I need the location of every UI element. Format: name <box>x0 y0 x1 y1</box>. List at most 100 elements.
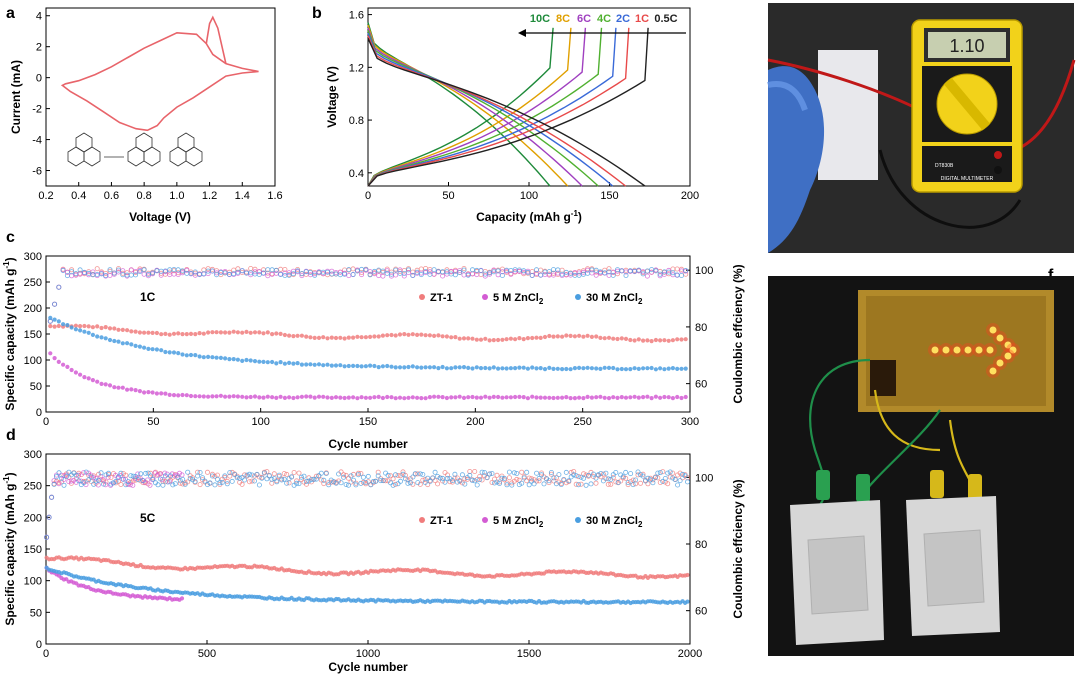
efficiency-point <box>506 469 512 475</box>
capacity-point <box>397 395 403 400</box>
capacity-point <box>99 325 104 331</box>
efficiency-point <box>81 470 87 476</box>
efficiency-point <box>212 482 218 488</box>
capacity-point <box>52 317 57 322</box>
capacity-point <box>397 332 403 337</box>
efficiency-point <box>195 469 201 475</box>
y2-tick-label: 80 <box>695 539 707 551</box>
efficiency-point <box>145 271 151 277</box>
capacity-point <box>133 343 138 348</box>
efficiency-point <box>573 473 579 479</box>
panel-b-ylabel: Voltage (V) <box>325 66 339 128</box>
capacity-point <box>427 333 432 338</box>
capacity-point <box>538 335 543 340</box>
efficiency-point <box>541 481 547 487</box>
efficiency-point <box>559 271 565 277</box>
efficiency-point <box>380 478 386 484</box>
rate-legend-label: 10C <box>530 13 550 25</box>
y-tick-label: 1.6 <box>349 10 364 22</box>
capacity-point <box>129 387 134 392</box>
efficiency-point <box>482 470 488 476</box>
efficiency-point <box>620 474 626 480</box>
capacity-point <box>270 332 275 337</box>
capacity-point <box>95 334 100 339</box>
efficiency-point <box>534 267 540 273</box>
efficiency-point <box>284 471 290 477</box>
capacity-point <box>410 332 415 337</box>
panel-a-ylabel: Current (mA) <box>9 60 23 134</box>
capacity-point <box>291 361 296 366</box>
capacity-point <box>227 357 232 362</box>
capacity-point <box>240 394 245 399</box>
capacity-point <box>78 328 83 333</box>
capacity-point <box>632 394 637 399</box>
capacity-point <box>295 395 300 400</box>
capacity-point <box>491 365 496 370</box>
molecule-inset <box>67 132 203 167</box>
panel-f: f <box>768 267 1074 656</box>
capacity-point <box>521 337 526 342</box>
legend-marker <box>482 294 488 300</box>
capacity-point <box>252 394 258 399</box>
capacity-point <box>551 395 556 401</box>
capacity-point <box>61 322 66 327</box>
capacity-point <box>342 336 347 341</box>
capacity-point <box>513 366 518 371</box>
capacity-point <box>265 394 270 399</box>
capacity-point <box>457 365 462 370</box>
led <box>964 346 972 354</box>
capacity-point <box>444 366 449 371</box>
efficiency-point <box>375 473 381 479</box>
rate-arrow-head <box>518 29 526 37</box>
red-jack <box>994 151 1002 159</box>
capacity-point <box>478 395 484 400</box>
efficiency-point <box>90 475 96 481</box>
efficiency-point <box>150 476 156 482</box>
capacity-point <box>496 366 501 371</box>
efficiency-point <box>98 470 104 476</box>
efficiency-point <box>630 482 636 488</box>
capacity-point <box>176 331 181 336</box>
capacity-point <box>154 391 159 396</box>
capacity-point <box>542 367 548 372</box>
capacity-point <box>154 347 159 352</box>
efficiency-point <box>214 272 220 278</box>
efficiency-point <box>472 468 478 474</box>
efficiency-point <box>561 476 567 482</box>
efficiency-point <box>546 478 552 484</box>
efficiency-point <box>591 471 597 477</box>
efficiency-point <box>201 271 207 277</box>
cv-curve-peak <box>205 15 227 64</box>
capacity-point <box>534 366 539 371</box>
panel-letter-f: f <box>1048 267 1054 284</box>
capacity-point <box>470 336 475 341</box>
efficiency-point <box>130 482 136 488</box>
capacity-point <box>619 395 624 400</box>
efficiency-point <box>123 482 129 488</box>
capacity-point <box>372 363 377 369</box>
efficiency-point <box>623 272 629 278</box>
capacity-point <box>530 394 535 399</box>
capacity-point <box>295 333 300 338</box>
efficiency-point <box>278 266 284 272</box>
charge-curve <box>367 27 617 187</box>
capacity-point <box>555 395 560 400</box>
legend-marker <box>575 294 581 300</box>
x-tick-label: 200 <box>466 416 484 428</box>
efficiency-point <box>474 482 480 488</box>
efficiency-point <box>235 266 241 272</box>
efficiency-point <box>410 272 416 278</box>
capacity-point <box>274 395 279 400</box>
capacity-point <box>261 359 266 364</box>
efficiency-point <box>354 268 360 274</box>
efficiency-point <box>425 475 431 481</box>
efficiency-point <box>122 476 128 482</box>
capacity-point <box>602 336 607 341</box>
efficiency-point <box>602 267 608 273</box>
efficiency-point <box>442 470 448 476</box>
efficiency-point <box>397 473 403 479</box>
charge-curve <box>367 27 603 187</box>
x-tick-label: 300 <box>681 416 699 428</box>
efficiency-point <box>170 482 176 488</box>
efficiency-point <box>294 480 300 486</box>
